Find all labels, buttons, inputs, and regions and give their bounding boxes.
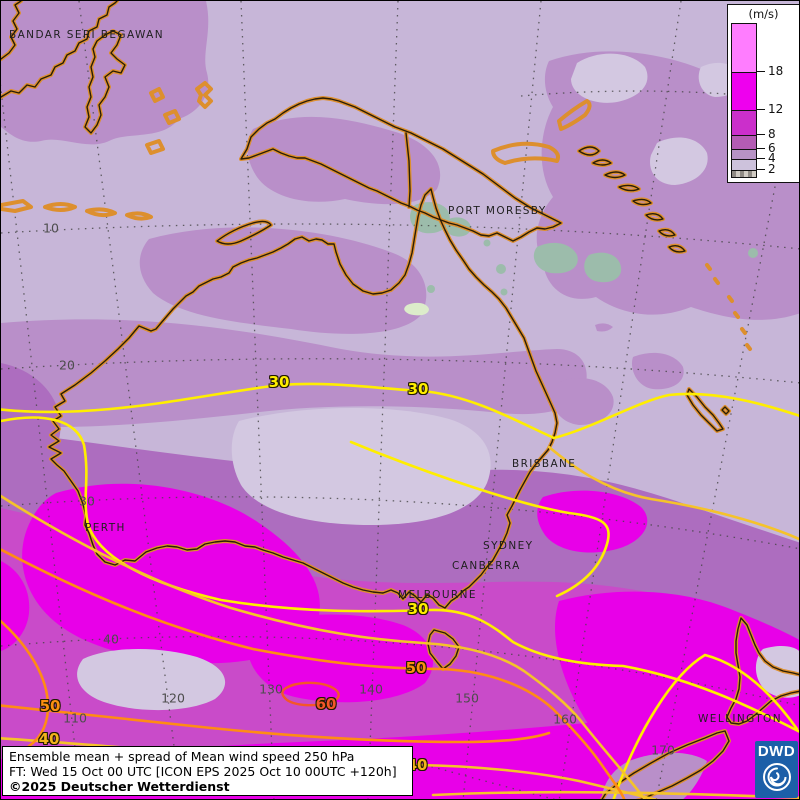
isotach-label-50-b: 50: [39, 697, 61, 715]
legend-tick-label-6: 6: [768, 141, 776, 155]
city-label-sydney: SYDNEY: [483, 540, 534, 552]
dwd-logo-text: DWD: [757, 743, 796, 760]
city-label-wellington: WELLINGTON: [698, 713, 782, 725]
city-label-bandar-seri-begawan: BANDAR SERI BEGAWAN: [9, 29, 165, 41]
fill-light-pockets-south: [77, 646, 799, 711]
legend-tick: [756, 169, 765, 170]
dwd-logo: DWD: [755, 741, 798, 798]
fill-pale-green-patch: [404, 302, 429, 316]
isotach-50-lines: [1, 548, 626, 799]
isotach-60-loop: [281, 681, 340, 707]
legend-title: (m/s): [748, 7, 779, 21]
lon-label-160: 160: [553, 711, 577, 727]
fill-light-central-australia: [231, 407, 491, 525]
lat-label-10: 10: [43, 220, 59, 236]
lon-label-170: 170: [651, 742, 675, 758]
legend-swatch-4-6: [732, 149, 756, 159]
isotach-label-60: 60: [315, 695, 337, 713]
isotach-30-lines: [1, 382, 799, 799]
lon-label-130: 130: [259, 681, 283, 697]
dwd-spiral-icon: [762, 763, 791, 791]
legend-tick: [756, 109, 765, 110]
city-label-canberra: CANBERRA: [452, 560, 521, 572]
lon-label-110: 110: [63, 710, 87, 726]
info-forecast-time: FT: Wed 15 Oct 00 UTC [ICON EPS 2025 Oct…: [9, 764, 397, 779]
legend-tick: [756, 134, 765, 135]
legend-swatch-2-4: [732, 159, 756, 170]
product-info-box: Ensemble mean + spread of Mean wind spee…: [2, 746, 413, 796]
legend-tick: [756, 158, 765, 159]
lat-label-40: 40: [103, 631, 119, 647]
legend-tick-label-8: 8: [768, 127, 776, 141]
legend-tick-label-4: 4: [768, 151, 776, 165]
fill-patches-4-6: [1, 1, 799, 428]
legend-tick: [756, 148, 765, 149]
legend-colorbar: [731, 23, 757, 178]
legend-swatch-12-18: [732, 72, 756, 110]
lat-label-30: 30: [79, 493, 95, 509]
city-label-perth: PERTH: [85, 522, 126, 534]
lon-label-140: 140: [359, 681, 383, 697]
city-label-port-moresby: PORT MORESBY: [448, 205, 547, 217]
legend-tick: [756, 71, 765, 72]
isotach-label-30-c: 30: [407, 600, 429, 618]
legend-swatch-8-12: [732, 110, 756, 135]
lon-label-120: 120: [161, 690, 185, 706]
city-label-brisbane: BRISBANE: [512, 458, 577, 470]
legend-swatch-6-8: [732, 135, 756, 149]
legend-tick-label-12: 12: [768, 102, 784, 116]
lon-label-150: 150: [455, 690, 479, 706]
info-copyright: ©2025 Deutscher Wetterdienst: [9, 779, 230, 794]
wind-speed-legend: (m/s) 18 12 8 6 4 2: [727, 4, 799, 183]
isotach-label-30-a: 30: [268, 373, 290, 391]
isotach-label-30-b: 30: [407, 380, 429, 398]
isotach-label-40-a: 40: [38, 730, 60, 748]
legend-tick-label-18: 18: [768, 64, 784, 78]
legend-tick-label-2: 2: [768, 162, 776, 176]
legend-swatch-above-18: [732, 24, 756, 72]
lat-label-20: 20: [59, 357, 75, 373]
legend-swatch-below-2: [732, 170, 756, 177]
city-label-melbourne: MELBOURNE: [398, 589, 477, 601]
info-product-title: Ensemble mean + spread of Mean wind spee…: [9, 749, 355, 764]
isotach-label-50-a: 50: [405, 659, 427, 677]
